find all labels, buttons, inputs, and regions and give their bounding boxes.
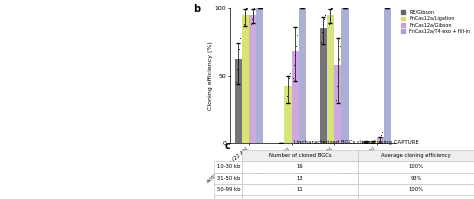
- Legend: RE/Gibson, FnCas12a/Ligation, FnCas12a/Gibson, FnCas12a/T4 exo + fill-in: RE/Gibson, FnCas12a/Ligation, FnCas12a/G…: [399, 8, 473, 35]
- Bar: [242, 15, 249, 143]
- Bar: [235, 59, 242, 143]
- Bar: [249, 15, 256, 143]
- Bar: [299, 8, 306, 143]
- Text: Uncharacterized BGCs cloned using CAPTURE: Uncharacterized BGCs cloned using CAPTUR…: [294, 140, 419, 145]
- Text: c: c: [225, 141, 231, 151]
- Bar: [319, 28, 327, 143]
- Bar: [377, 137, 384, 143]
- Bar: [384, 8, 391, 143]
- Bar: [256, 8, 264, 143]
- Y-axis label: Cloning efficiency (%): Cloning efficiency (%): [208, 41, 213, 110]
- Bar: [341, 8, 348, 143]
- Bar: [362, 140, 369, 143]
- Bar: [284, 86, 292, 143]
- Bar: [327, 15, 334, 143]
- Bar: [292, 51, 299, 143]
- Bar: [334, 65, 341, 143]
- Bar: [369, 140, 377, 143]
- Text: b: b: [193, 4, 201, 14]
